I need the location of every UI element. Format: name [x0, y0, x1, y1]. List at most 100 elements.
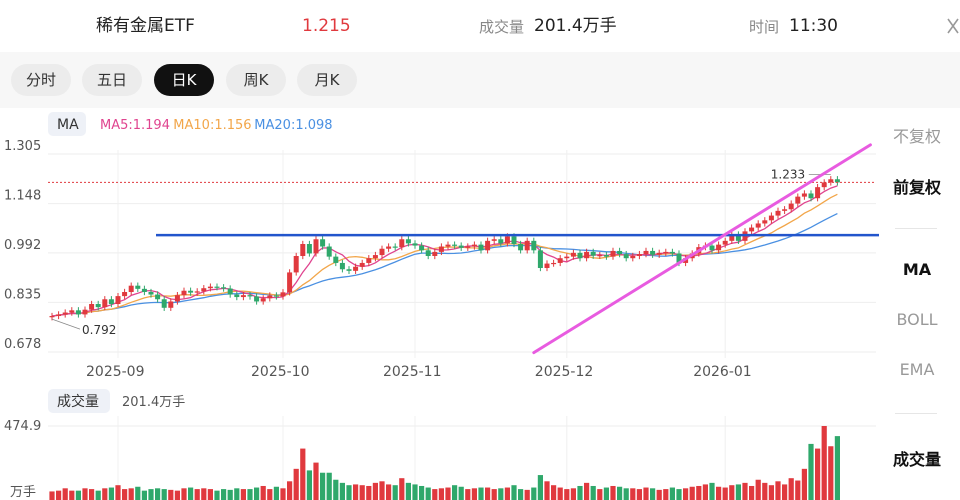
period-tabs: 分时 五日 日K 周K 月K: [0, 52, 960, 108]
volume-bar: [425, 487, 431, 500]
volume-bar: [782, 484, 788, 500]
candle: [755, 223, 761, 228]
indicator-ema[interactable]: EMA: [899, 360, 935, 379]
volume-bar: [115, 485, 121, 500]
volume-bar: [650, 488, 656, 500]
tab-daily-k[interactable]: 日K: [154, 64, 214, 96]
tab-intraday[interactable]: 分时: [11, 64, 71, 96]
volume-bar: [188, 487, 194, 500]
volume-bar: [392, 485, 398, 500]
ma-badge-label: MA: [57, 117, 79, 133]
volume-bar: [141, 490, 147, 500]
tab-monthly-k[interactable]: 月K: [297, 64, 357, 96]
candle: [425, 250, 431, 256]
volume-bar: [531, 487, 537, 500]
candle: [782, 209, 788, 211]
volume-bar: [254, 487, 260, 500]
candle: [663, 251, 669, 254]
candle: [491, 239, 497, 241]
volume-bar: [590, 485, 596, 500]
volume-bar: [372, 482, 378, 500]
volume-bar: [491, 489, 497, 500]
candle: [254, 296, 260, 302]
candle: [181, 290, 187, 296]
candle: [201, 288, 207, 292]
volume-bar: [333, 479, 339, 500]
candle: [267, 295, 273, 299]
candle: [788, 203, 794, 210]
adjust-none-option[interactable]: 不复权: [892, 127, 941, 146]
candle: [108, 299, 114, 304]
volume-bar: [729, 485, 735, 500]
volume-bar: [656, 489, 662, 500]
quote-header: 稀有金属ETF 1.215 成交量 201.4万手 时间 11:30: [0, 0, 960, 52]
volume-bar: [326, 472, 332, 500]
ma10-line: [51, 193, 838, 317]
y-tick-label: 0.835: [4, 287, 41, 302]
time-value: 11:30: [789, 16, 838, 36]
candle: [709, 245, 715, 251]
candle: [524, 240, 530, 251]
candle: [617, 250, 623, 255]
volume-bar: [498, 488, 504, 500]
volume-bar: [702, 484, 708, 500]
volume-bar: [69, 490, 75, 500]
candle: [194, 291, 200, 293]
volume-bar: [537, 475, 543, 500]
volume-bar: [412, 484, 418, 500]
candle: [366, 258, 372, 263]
candle: [577, 252, 583, 259]
volume-bar: [821, 426, 827, 500]
candle: [511, 236, 517, 244]
volume-badge: [48, 389, 110, 413]
volume-bar: [544, 481, 550, 500]
candle: [227, 288, 233, 295]
adjust-front-option[interactable]: 前复权: [892, 178, 941, 197]
indicator-boll[interactable]: BOLL: [896, 310, 938, 329]
volume-bar: [102, 488, 108, 500]
candle: [834, 179, 840, 183]
candle: [155, 294, 161, 300]
candle: [465, 246, 471, 248]
candle: [445, 244, 451, 247]
candle: [346, 269, 352, 271]
candle: [537, 250, 543, 268]
candle: [320, 239, 326, 247]
volume-bar: [768, 485, 774, 500]
candle: [372, 255, 378, 259]
volume-bar: [161, 489, 167, 500]
y-tick-label: 0.992: [4, 238, 41, 253]
volume-bar: [564, 489, 570, 500]
candle: [188, 290, 194, 293]
volume-bar: [504, 487, 510, 500]
indicator-ma[interactable]: MA: [902, 260, 932, 279]
candle: [551, 262, 557, 265]
kline-chart[interactable]: 1.305 1.148 0.992 0.835 0.678 2025-09 2025-10 2…: [0, 108, 879, 500]
volume-bar: [82, 488, 88, 500]
volume-bar: [287, 481, 293, 500]
y-tick-label: 1.305: [4, 139, 41, 154]
volume-bar: [801, 468, 807, 500]
candle: [452, 244, 458, 246]
close-icon[interactable]: [946, 16, 960, 36]
candle: [650, 250, 656, 255]
volume-bar: [584, 482, 590, 500]
tab-five-day[interactable]: 五日: [82, 64, 142, 96]
candle: [168, 301, 174, 308]
volume-indicator-option[interactable]: 成交量: [892, 450, 941, 469]
candle: [240, 295, 246, 298]
volume-bar: [709, 482, 715, 500]
candle: [676, 253, 682, 263]
candle: [353, 266, 359, 271]
volume-bar: [353, 484, 359, 500]
tab-weekly-k[interactable]: 周K: [226, 64, 286, 96]
candle: [729, 234, 735, 241]
candle: [247, 295, 253, 297]
current-price: 1.215: [302, 16, 351, 36]
candle: [432, 251, 438, 256]
candle: [89, 304, 95, 310]
volume-bar: [214, 490, 220, 500]
volume-bar: [808, 443, 814, 500]
volume-bar: [227, 489, 233, 500]
candle: [564, 256, 570, 259]
